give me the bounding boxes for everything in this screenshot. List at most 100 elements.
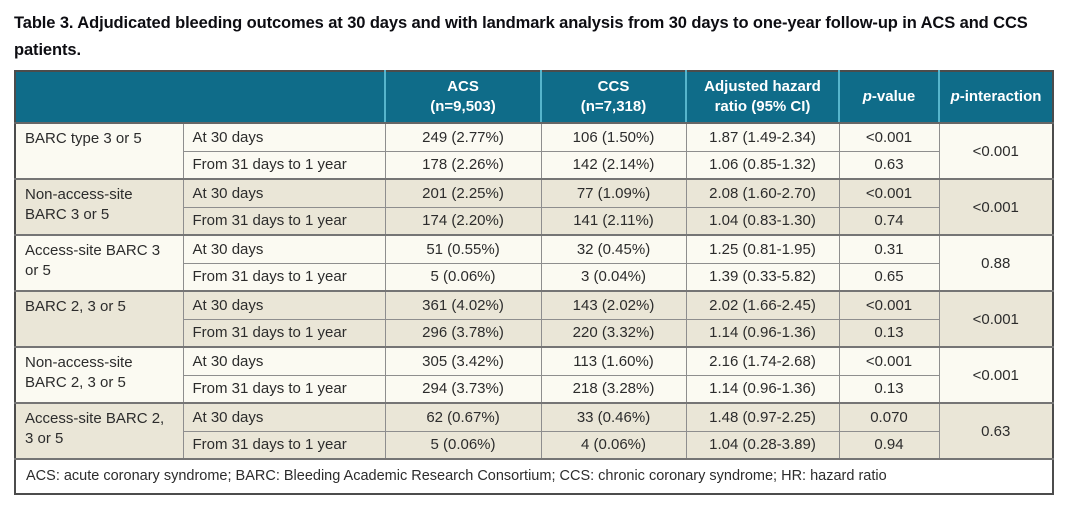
p-value: 0.070 — [838, 402, 940, 432]
acs-value: 294 (3.73%) — [384, 374, 542, 404]
table-row: From 31 days to 1 year 178 (2.26%) 142 (2.… — [15, 150, 1053, 180]
p-value: 0.13 — [838, 374, 940, 404]
outcome-label: Access-site BARC 2, 3 or 5 — [14, 402, 184, 460]
hazard-ratio-value: 1.87 (1.49-2.34) — [685, 122, 840, 152]
period-label: At 30 days — [182, 290, 386, 320]
table-row: Access-site BARC 3 or 5 At 30 days 51 (0.5… — [14, 234, 1054, 292]
outcome-label: BARC 2, 3 or 5 — [14, 290, 184, 348]
table-title: Table 3. Adjudicated bleeding outcomes a… — [14, 14, 1028, 59]
outcome-label: Non-access-site BARC 2, 3 or 5 — [14, 346, 184, 404]
table-row: Access-site BARC 2, 3 or 5 At 30 days 62 (… — [14, 402, 1054, 460]
ccs-value: 4 (0.06%) — [540, 430, 687, 460]
period-label: At 30 days — [182, 402, 386, 432]
p-value: 0.94 — [838, 430, 940, 460]
table-row: From 31 days to 1 year 174 (2.20%) 141 (2.… — [15, 206, 1053, 236]
p-interaction-value: <0.001 — [938, 178, 1054, 236]
outcome-label: Access-site BARC 3 or 5 — [14, 234, 184, 292]
header-ccs: CCS (n=7,318) — [540, 71, 686, 125]
table-row: From 31 days to 1 year 5 (0.06%) 4 (0.06%)… — [15, 430, 1053, 460]
table-row: Non-access-site BARC 2, 3 or 5 At 30 days… — [14, 346, 1054, 404]
hazard-ratio-value: 1.14 (0.96-1.36) — [685, 374, 840, 404]
table-row: Non-access-site BARC 3 or 5 At 30 days 201… — [14, 178, 1054, 236]
outcome-label: BARC type 3 or 5 — [14, 122, 184, 180]
hazard-ratio-value: 1.04 (0.83-1.30) — [685, 206, 840, 236]
ccs-value: 113 (1.60%) — [540, 346, 687, 376]
period-label: At 30 days — [182, 178, 386, 208]
header-acs-line2: (n=9,503) — [430, 98, 496, 116]
period-label: At 30 days — [182, 234, 386, 264]
acs-value: 201 (2.25%) — [384, 178, 542, 208]
period-label: From 31 days to 1 year — [182, 206, 386, 236]
acs-value: 296 (3.78%) — [384, 318, 542, 348]
table-row: From 31 days to 1 year 296 (3.78%) 220 (3.… — [15, 318, 1053, 348]
p-interaction-value: 0.88 — [938, 234, 1054, 292]
header-p-value: p-value — [838, 71, 939, 125]
ccs-value: 218 (3.28%) — [540, 374, 687, 404]
hazard-ratio-value: 1.06 (0.85-1.32) — [685, 150, 840, 180]
hazard-ratio-value: 2.02 (1.66-2.45) — [685, 290, 840, 320]
hazard-ratio-value: 1.14 (0.96-1.36) — [685, 318, 840, 348]
acs-value: 5 (0.06%) — [384, 262, 542, 292]
hazard-ratio-value: 1.25 (0.81-1.95) — [685, 234, 840, 264]
hazard-ratio-value: 1.39 (0.33-5.82) — [685, 262, 840, 292]
p-interaction-value: <0.001 — [938, 346, 1054, 404]
acs-value: 62 (0.67%) — [384, 402, 542, 432]
hazard-ratio-value: 2.08 (1.60-2.70) — [685, 178, 840, 208]
ccs-value: 32 (0.45%) — [540, 234, 687, 264]
period-label: From 31 days to 1 year — [182, 430, 386, 460]
hazard-ratio-value: 1.04 (0.28-3.89) — [685, 430, 840, 460]
header-adjusted-hazard-ratio: Adjusted hazard ratio (95% CI) — [685, 71, 839, 125]
table-body: BARC type 3 or 5 At 30 days 249 (2.77%) 106… — [14, 122, 1054, 460]
footnote-row: ACS: acute coronary syndrome; BARC: Blee… — [14, 458, 1054, 495]
header-acs: ACS (n=9,503) — [384, 71, 541, 125]
acs-value: 174 (2.20%) — [384, 206, 542, 236]
p-value: 0.74 — [838, 206, 940, 236]
period-label: From 31 days to 1 year — [182, 318, 386, 348]
p-interaction-value: <0.001 — [938, 122, 1054, 180]
ccs-value: 33 (0.46%) — [540, 402, 687, 432]
p-value: 0.13 — [838, 318, 940, 348]
p-value-italic-p: p — [862, 88, 872, 106]
acs-value: 51 (0.55%) — [384, 234, 542, 264]
header-row: ACS (n=9,503) CCS (n=7,318) Adjusted haz… — [15, 71, 1053, 125]
hazard-ratio-value: 1.48 (0.97-2.25) — [685, 402, 840, 432]
p-interaction-value: 0.63 — [938, 402, 1054, 460]
period-label: At 30 days — [182, 122, 386, 152]
bleeding-outcomes-table: ACS (n=9,503) CCS (n=7,318) Adjusted haz… — [14, 70, 1054, 496]
hazard-ratio-value: 2.16 (1.74-2.68) — [685, 346, 840, 376]
outcome-label: Non-access-site BARC 3 or 5 — [14, 178, 184, 236]
header-ccs-line1: CCS — [597, 78, 630, 96]
p-value: 0.63 — [838, 150, 940, 180]
p-interaction-rest: -interaction — [959, 88, 1042, 106]
p-value: <0.001 — [838, 290, 940, 320]
acs-value: 178 (2.26%) — [384, 150, 542, 180]
footnote-text: ACS: acute coronary syndrome; BARC: Blee… — [14, 458, 1054, 495]
acs-value: 305 (3.42%) — [384, 346, 542, 376]
acs-value: 5 (0.06%) — [384, 430, 542, 460]
p-value-rest: -value — [871, 88, 916, 106]
p-value: <0.001 — [838, 178, 940, 208]
table-row: From 31 days to 1 year 294 (3.73%) 218 (3.… — [15, 374, 1053, 404]
header-acs-line1: ACS — [447, 78, 479, 96]
table-row: BARC type 3 or 5 At 30 days 249 (2.77%) 106… — [14, 122, 1054, 180]
p-value: <0.001 — [838, 122, 940, 152]
period-label: From 31 days to 1 year — [182, 262, 386, 292]
header-blank-cell — [15, 71, 385, 125]
p-value: 0.65 — [838, 262, 940, 292]
period-label: From 31 days to 1 year — [182, 150, 386, 180]
table-row: From 31 days to 1 year 5 (0.06%) 3 (0.04%)… — [15, 262, 1053, 292]
period-label: At 30 days — [182, 346, 386, 376]
acs-value: 361 (4.02%) — [384, 290, 542, 320]
ccs-value: 142 (2.14%) — [540, 150, 687, 180]
p-interaction-value: <0.001 — [938, 290, 1054, 348]
ccs-value: 143 (2.02%) — [540, 290, 687, 320]
ccs-value: 106 (1.50%) — [540, 122, 687, 152]
p-value: <0.001 — [838, 346, 940, 376]
acs-value: 249 (2.77%) — [384, 122, 542, 152]
table-row: BARC 2, 3 or 5 At 30 days 361 (4.02%) 143 (… — [14, 290, 1054, 348]
ccs-value: 3 (0.04%) — [540, 262, 687, 292]
header-ccs-line2: (n=7,318) — [580, 98, 647, 116]
ccs-value: 141 (2.11%) — [540, 206, 687, 236]
ccs-value: 220 (3.32%) — [540, 318, 687, 348]
